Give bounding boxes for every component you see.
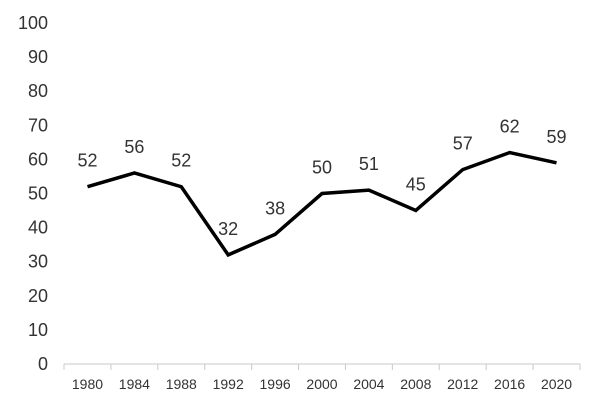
data-label: 59: [547, 127, 567, 147]
x-axis: [63, 363, 581, 370]
y-axis-tick-labels: 0 10 20 30 40 50 60 70 80 90 100: [18, 13, 48, 374]
x-tick-label: 1984: [119, 376, 150, 392]
y-tick-label: 70: [28, 115, 48, 135]
x-tick-label: 2016: [494, 376, 525, 392]
x-tick-label: 2012: [447, 376, 478, 392]
y-tick-label: 40: [28, 218, 48, 238]
x-tick-label: 1988: [166, 376, 197, 392]
data-labels: 52 56 52 32 38 50 51 45 57 62 59: [77, 117, 566, 239]
data-label: 50: [312, 158, 332, 178]
y-tick-label: 90: [28, 47, 48, 67]
y-tick-label: 20: [28, 286, 48, 306]
data-label: 62: [500, 117, 520, 137]
series-line: [87, 150, 557, 258]
data-label: 52: [77, 151, 97, 171]
data-label: 56: [124, 137, 144, 157]
x-tick-label: 2008: [400, 376, 431, 392]
data-label: 38: [265, 198, 285, 218]
data-label: 57: [453, 134, 473, 154]
x-tick-label: 1980: [72, 376, 103, 392]
y-tick-label: 10: [28, 320, 48, 340]
data-label: 52: [171, 151, 191, 171]
y-tick-label: 0: [38, 354, 48, 374]
x-tick-label: 1996: [260, 376, 291, 392]
data-label: 32: [218, 219, 238, 239]
x-axis-tick-labels: 1980 1984 1988 1992 1996 2000 2004 2008 2012 2016…: [72, 376, 572, 392]
x-tick-label: 2020: [541, 376, 572, 392]
y-tick-label: 100: [18, 13, 48, 33]
series-layer: [87, 150, 557, 258]
x-tick-label: 1992: [213, 376, 244, 392]
data-label: 45: [406, 175, 426, 195]
y-tick-label: 80: [28, 81, 48, 101]
data-label: 51: [359, 154, 379, 174]
y-tick-label: 60: [28, 149, 48, 169]
y-tick-label: 30: [28, 252, 48, 272]
y-tick-label: 50: [28, 184, 48, 204]
x-tick-label: 2004: [353, 376, 384, 392]
x-tick-label: 2000: [306, 376, 337, 392]
